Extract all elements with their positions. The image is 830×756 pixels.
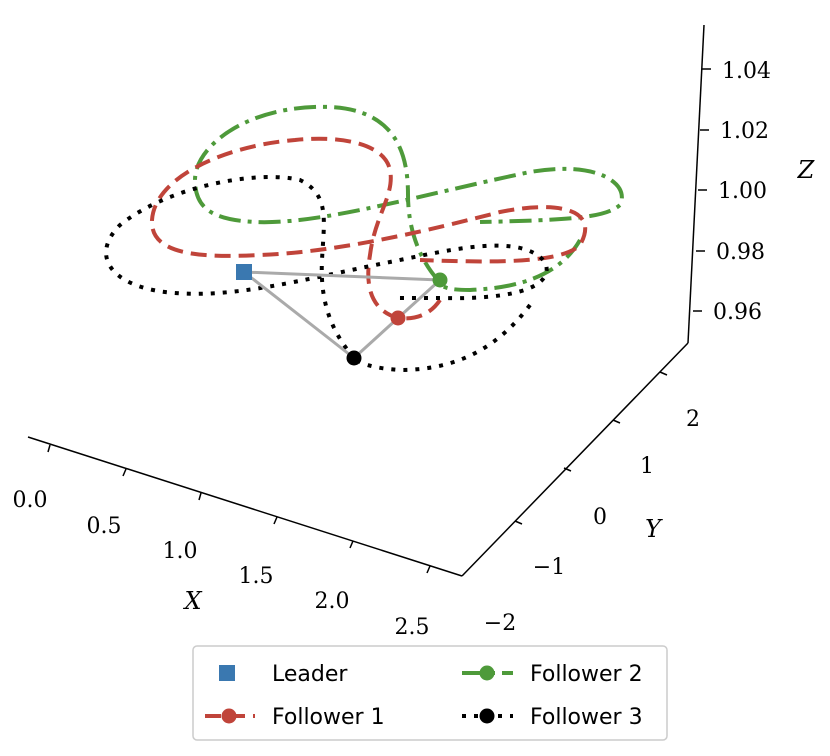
x-axis-ticks (47, 444, 431, 574)
y-tick-label-2: 0 (593, 505, 607, 530)
legend-follower-3-label: Follower 3 (530, 705, 643, 730)
y-axis-line (461, 342, 689, 577)
z-tick-label-1: 0.98 (716, 240, 765, 265)
legend-box (192, 645, 668, 741)
legend-follower-1-marker (221, 708, 237, 724)
x-tick-mark-1 (122, 468, 127, 477)
x-axis-label: X (182, 587, 202, 615)
z-tick-label-2: 1.00 (718, 179, 767, 204)
x-tick-mark-5 (426, 565, 431, 574)
x-axis-line (27, 436, 463, 577)
formation-links (243, 270, 442, 360)
trajectory-follower-1 (149, 136, 588, 321)
trajectory-follower-3 (104, 175, 549, 373)
z-axis: 0.96 0.98 1.00 1.02 1.04 Z (687, 24, 816, 344)
y-axis: −2 −1 0 1 2 Y (461, 342, 700, 636)
y-tick-label-3: 1 (640, 454, 654, 479)
y-tick-mark-0 (514, 520, 523, 525)
legend-follower-3-marker (479, 708, 495, 724)
follower-1-marker (390, 310, 406, 326)
x-tick-mark-3 (273, 516, 278, 525)
legend-item-follower-3: Follower 3 (462, 705, 643, 730)
y-tick-label-0: −2 (484, 611, 516, 636)
z-tick-label-4: 1.04 (722, 59, 771, 84)
z-axis-label: Z (797, 156, 816, 184)
link-f3-f1 (352, 316, 400, 360)
follower-3-marker (346, 350, 362, 366)
legend-leader-label: Leader (272, 662, 348, 687)
x-tick-label-1: 0.5 (87, 514, 122, 539)
legend: Leader Follower 1 Follower 2 Follower 3 (192, 645, 668, 741)
legend-item-leader: Leader (219, 662, 348, 687)
x-tick-label-3: 1.5 (239, 564, 274, 589)
legend-item-follower-2: Follower 2 (462, 662, 643, 687)
z-axis-line (687, 24, 705, 344)
legend-leader-swatch (219, 665, 235, 681)
legend-follower-2-label: Follower 2 (530, 662, 643, 687)
x-tick-label-4: 2.0 (315, 589, 350, 614)
trajectories (104, 104, 624, 373)
z-tick-label-0: 0.96 (713, 300, 762, 325)
y-tick-mark-3 (659, 371, 668, 376)
x-tick-label-5: 2.5 (395, 615, 430, 640)
x-tick-label-0: 0.0 (13, 488, 48, 513)
legend-item-follower-1: Follower 1 (205, 705, 385, 730)
leader-marker (236, 264, 252, 280)
legend-follower-1-label: Follower 1 (272, 705, 385, 730)
z-axis-ticks (693, 68, 711, 312)
agent-markers (236, 264, 448, 366)
link-leader-f2 (243, 270, 441, 282)
x-tick-mark-0 (47, 444, 51, 453)
trajectory-follower-2 (192, 104, 624, 293)
y-axis-ticks (514, 371, 668, 525)
y-tick-mark-2 (612, 419, 621, 424)
y-tick-label-4: 2 (686, 407, 700, 432)
x-tick-label-2: 1.0 (163, 539, 198, 564)
y-tick-mark-1 (563, 467, 572, 472)
y-axis-label: Y (645, 515, 663, 543)
x-tick-mark-2 (198, 492, 202, 501)
y-tick-label-1: −1 (533, 555, 565, 580)
x-tick-mark-4 (349, 540, 354, 549)
z-tick-label-3: 1.02 (720, 119, 769, 144)
follower-2-marker (432, 272, 448, 288)
x-axis: 0.0 0.5 1.0 1.5 2.0 2.5 X (13, 436, 463, 640)
link-f1-f2 (396, 278, 442, 320)
legend-follower-2-marker (479, 665, 495, 681)
link-leader-f3 (243, 270, 355, 360)
